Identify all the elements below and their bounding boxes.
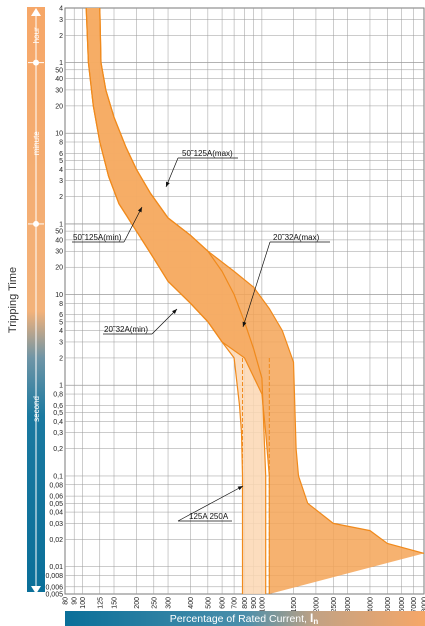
x-axis-bar bbox=[65, 611, 425, 626]
y-tick-label: 0,4 bbox=[53, 419, 63, 426]
annotation-arrow bbox=[237, 486, 243, 491]
x-tick-label: 3000 bbox=[345, 597, 352, 613]
y-tick-label: 2 bbox=[59, 33, 63, 40]
y-tick-label: 0,03 bbox=[49, 521, 63, 528]
x-tick-label: 2000 bbox=[313, 597, 320, 613]
x-tick-label: 400 bbox=[188, 597, 195, 609]
annotation-leader bbox=[165, 157, 179, 188]
y-tick-label: 30 bbox=[55, 87, 63, 94]
y-tick-label: 1 bbox=[59, 60, 63, 67]
y-tick-label: 40 bbox=[55, 76, 63, 83]
y-tick-label: 0,3 bbox=[53, 430, 63, 437]
annotation-arrow bbox=[166, 181, 170, 187]
x-tick-label: 1000 bbox=[259, 597, 266, 613]
y-tick-label: 50 bbox=[55, 229, 63, 236]
curve-band bbox=[86, 8, 424, 594]
y-tick-label: 1 bbox=[59, 383, 63, 390]
y-tick-label: 0,01 bbox=[49, 564, 63, 571]
x-tick-label: 90 bbox=[72, 597, 79, 605]
x-tick-label: 5000 bbox=[385, 597, 392, 613]
annotation-leader bbox=[123, 206, 143, 243]
x-tick-label: 8000 bbox=[422, 597, 425, 613]
y-tick-label: 0,008 bbox=[45, 573, 63, 580]
y-tick-label: 2 bbox=[59, 355, 63, 362]
y-tick-label: 0,02 bbox=[49, 537, 63, 544]
y-tick-label: 3 bbox=[59, 178, 63, 185]
annotation-label: 20˜32A(min) bbox=[104, 325, 148, 334]
y-tick-label: 6 bbox=[59, 151, 63, 158]
x-tick-label: 250 bbox=[151, 597, 158, 609]
x-tick-label: 500 bbox=[205, 597, 212, 609]
y-tick-label: 10 bbox=[55, 131, 63, 138]
annotation-arrow bbox=[242, 321, 247, 327]
y-tick-label: 2 bbox=[59, 194, 63, 201]
y-tick-label: 40 bbox=[55, 237, 63, 244]
annotation-label: 20˜32A(max) bbox=[273, 233, 320, 242]
y-tick-label: 5 bbox=[59, 319, 63, 326]
y-tick-label: 0,8 bbox=[53, 392, 63, 399]
y-tick-label: 0,04 bbox=[49, 510, 63, 517]
annotation-label: 50˜125A(max) bbox=[182, 149, 233, 158]
y-tick-label: 4 bbox=[59, 6, 63, 13]
y-tick-label: 0,08 bbox=[49, 482, 63, 489]
x-axis-label: Percentage of Rated Current, In bbox=[170, 611, 319, 626]
annotation-leader bbox=[242, 241, 271, 328]
x-tick-label: 200 bbox=[134, 597, 141, 609]
y-tick-label: 30 bbox=[55, 249, 63, 256]
annotation-leader bbox=[177, 485, 244, 522]
y-tick-label: 5 bbox=[59, 158, 63, 165]
y-tick-label: 20 bbox=[55, 265, 63, 272]
y-tick-label: 4 bbox=[59, 167, 63, 174]
y-tick-label: 20 bbox=[55, 103, 63, 110]
series-line bbox=[99, 8, 424, 554]
arrow-down-icon bbox=[31, 586, 41, 594]
y-tick-label: 4 bbox=[59, 328, 63, 335]
x-tick-label: 600 bbox=[220, 597, 227, 609]
x-tick-label: 300 bbox=[166, 597, 173, 609]
y-tick-label: 0,1 bbox=[53, 473, 63, 480]
x-tick-label: 900 bbox=[251, 597, 258, 609]
y-tick-label: 1 bbox=[59, 221, 63, 228]
x-tick-label: 100 bbox=[80, 597, 87, 609]
y-tick-label: 0,005 bbox=[45, 592, 63, 599]
annotation-label: 125A 250A bbox=[189, 512, 229, 521]
y-tick-label: 0,5 bbox=[53, 410, 63, 417]
x-tick-label: 800 bbox=[242, 597, 249, 609]
x-tick-label: 2500 bbox=[331, 597, 338, 613]
y-axis-label: Tripping Time bbox=[7, 267, 19, 333]
x-tick-label: 6000 bbox=[399, 597, 406, 613]
y-tick-label: 0,2 bbox=[53, 446, 63, 453]
y-tick-label: 0,06 bbox=[49, 494, 63, 501]
y-tick-label: 3 bbox=[59, 17, 63, 24]
x-tick-label: 700 bbox=[232, 597, 239, 609]
arrow-up-icon bbox=[31, 8, 41, 16]
y-tick-label: 6 bbox=[59, 312, 63, 319]
annotation-arrow bbox=[172, 309, 177, 314]
x-tick-label: 1500 bbox=[291, 597, 298, 613]
y-tick-label: 0,006 bbox=[45, 584, 63, 591]
x-tick-label: 125 bbox=[97, 597, 104, 609]
series-line bbox=[85, 8, 270, 594]
y-tick-label: 0,05 bbox=[49, 501, 63, 508]
annotation-label: 50˜125A(min) bbox=[73, 233, 122, 242]
x-tick-label: 4000 bbox=[367, 597, 374, 613]
y-tick-label: 3 bbox=[59, 339, 63, 346]
y-tick-label: 0,6 bbox=[53, 403, 63, 410]
x-tick-label: 7000 bbox=[411, 597, 418, 613]
x-tick-label: 80 bbox=[63, 597, 70, 605]
y-tick-label: 8 bbox=[59, 140, 63, 147]
annotation-leader bbox=[151, 308, 178, 335]
y-tick-label: 8 bbox=[59, 301, 63, 308]
y-tick-label: 50 bbox=[55, 67, 63, 74]
annotation-arrow bbox=[137, 207, 142, 213]
x-tick-label: 150 bbox=[112, 597, 119, 609]
y-tick-label: 10 bbox=[55, 292, 63, 299]
